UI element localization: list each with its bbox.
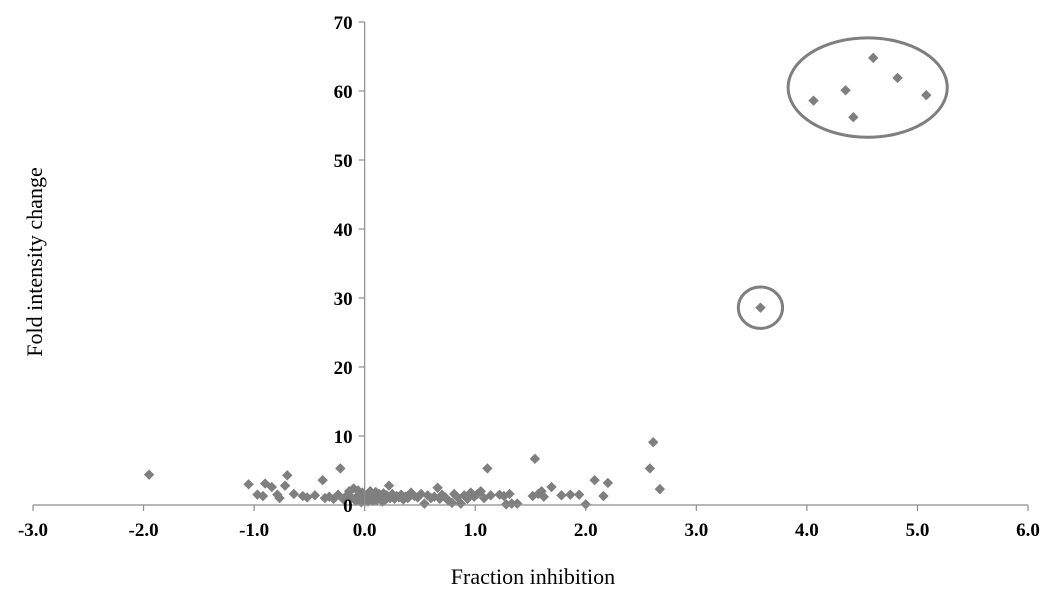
data-point <box>589 474 600 486</box>
data-point <box>556 490 567 501</box>
x-tick-label: 2.0 <box>574 520 598 541</box>
x-axis-title: Fraction inhibition <box>451 564 615 589</box>
x-tick-label: 5.0 <box>906 520 930 541</box>
x-tick-label: 1.0 <box>463 520 487 541</box>
data-point <box>840 85 851 96</box>
data-point <box>808 95 819 106</box>
y-axis-title: Fold intensity change <box>22 167 47 356</box>
y-tick-label: 30 <box>334 289 353 310</box>
highlight-ellipse <box>786 36 949 139</box>
y-tick-label: 0 <box>343 496 353 517</box>
data-point <box>243 479 254 490</box>
data-point <box>527 490 538 502</box>
y-tick-label: 50 <box>334 151 353 172</box>
data-point <box>301 492 313 503</box>
data-point <box>274 492 285 504</box>
data-point <box>602 477 614 489</box>
data-point <box>868 52 879 64</box>
x-tick-labels: -3.0 -2.0 -1.0 0.0 1.0 2.0 3.0 4.0 5.0 6.0 <box>18 520 1040 541</box>
data-point <box>654 483 666 495</box>
data-point <box>529 453 541 464</box>
axes <box>32 21 1029 511</box>
y-tick-labels: 0 10 20 30 40 50 60 70 <box>334 13 353 517</box>
data-point <box>279 480 291 491</box>
data-point <box>580 499 591 510</box>
data-point <box>565 489 576 500</box>
data-point <box>282 470 293 481</box>
y-tick-label: 10 <box>334 427 353 448</box>
highlight-ellipse <box>736 285 785 330</box>
data-point <box>538 491 549 502</box>
data-point <box>921 89 932 101</box>
data-point <box>335 463 346 474</box>
data-point <box>419 498 430 509</box>
annotation-layer <box>736 36 949 330</box>
x-tick-label: 6.0 <box>1016 520 1040 541</box>
data-point <box>309 490 321 501</box>
data-point <box>383 480 395 491</box>
x-tick-label: 4.0 <box>795 520 819 541</box>
data-points <box>143 52 932 510</box>
data-point <box>415 488 427 500</box>
data-point <box>848 112 859 123</box>
data-point <box>648 437 659 448</box>
data-point <box>512 498 523 509</box>
y-tick-label: 20 <box>334 358 353 379</box>
y-tick-label: 60 <box>334 82 353 103</box>
data-point <box>644 463 656 474</box>
x-tick-label: 3.0 <box>684 520 708 541</box>
y-tick-label: 70 <box>334 13 353 34</box>
data-point <box>288 488 300 500</box>
data-point <box>506 498 517 509</box>
data-point <box>266 481 277 493</box>
data-point <box>432 482 443 493</box>
data-point <box>546 481 557 493</box>
data-point <box>892 72 903 84</box>
x-tick-label: -3.0 <box>18 520 48 541</box>
x-tick-label: 0.0 <box>353 520 377 541</box>
data-point <box>317 474 328 486</box>
data-point <box>482 463 493 474</box>
data-point <box>504 488 515 500</box>
data-point <box>755 302 766 313</box>
data-point <box>573 489 585 500</box>
x-tick-label: -2.0 <box>129 520 159 541</box>
x-tick-label: -1.0 <box>239 520 269 541</box>
data-point <box>455 498 467 509</box>
data-point <box>598 490 609 502</box>
data-point <box>257 490 269 502</box>
data-point <box>143 469 155 480</box>
data-point <box>485 490 496 501</box>
y-tick-label: 40 <box>334 220 353 241</box>
